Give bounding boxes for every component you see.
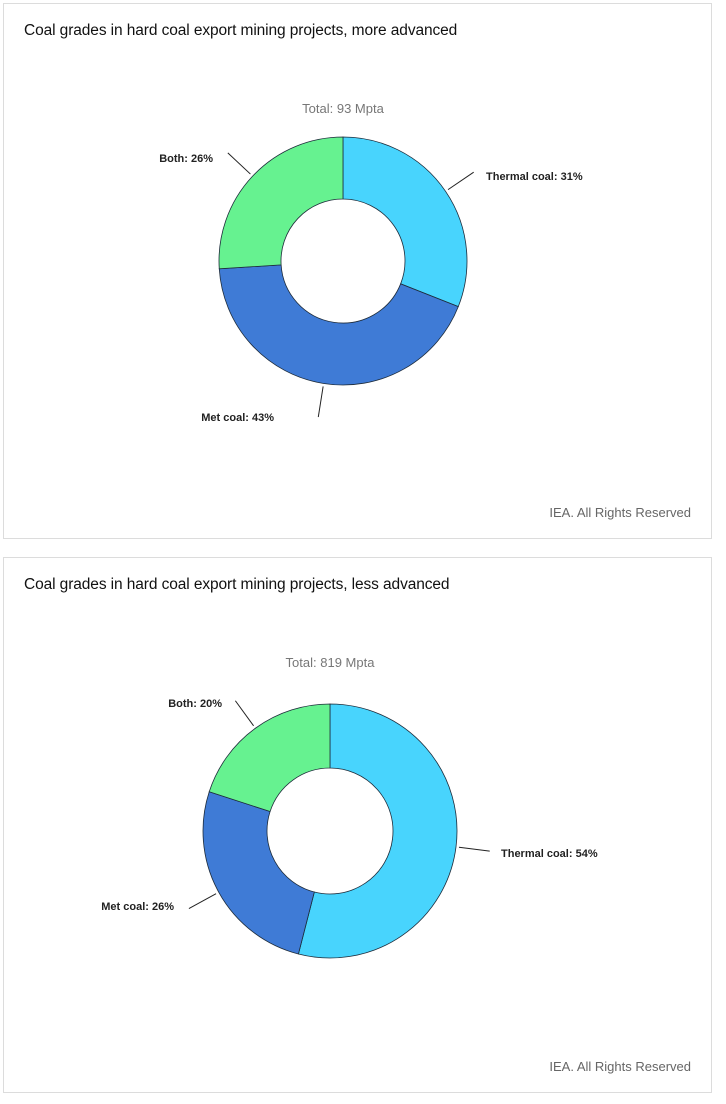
- chart-title: Coal grades in hard coal export mining p…: [24, 22, 458, 39]
- chart-subtitle: Total: 93 Mpta: [302, 101, 384, 116]
- credit-text: IEA. All Rights Reserved: [549, 505, 691, 520]
- slice-label-thermal-coal: Thermal coal: 31%: [486, 171, 583, 183]
- donut-slice-both: [208, 703, 331, 813]
- donut-slice-thermal-coal: [342, 136, 468, 308]
- chart-subtitle: Total: 819 Mpta: [286, 655, 376, 670]
- leader-line-thermal-coal: [447, 171, 474, 191]
- donut-chart-more-advanced: Total: 93 Mpta Thermal coal: 31% Met coal:…: [159, 101, 583, 424]
- donut-chart-less-advanced: Total: 819 Mpta Thermal coal: 54% Met coal…: [101, 655, 598, 959]
- leader-line-thermal-coal: [458, 846, 490, 852]
- slice-label-both: Both: 26%: [159, 153, 213, 165]
- slice-label-both: Both: 20%: [168, 698, 222, 710]
- leader-line-both: [227, 152, 251, 175]
- slice-label-met-coal: Met coal: 26%: [101, 901, 174, 913]
- donut-slice-met-coal: [218, 264, 459, 386]
- donut-slice-thermal-coal: [297, 703, 458, 959]
- donut-slice-both: [218, 136, 344, 270]
- leader-line-met-coal: [188, 893, 217, 910]
- chart-card-more-advanced: Coal grades in hard coal export mining p…: [3, 3, 712, 539]
- donut-slice-met-coal: [202, 791, 315, 955]
- chart-title: Coal grades in hard coal export mining p…: [24, 576, 450, 593]
- chart-card-less-advanced: Coal grades in hard coal export mining p…: [3, 557, 712, 1093]
- leader-line-met-coal: [317, 386, 324, 418]
- credit-text: IEA. All Rights Reserved: [549, 1059, 691, 1074]
- leader-line-both: [234, 700, 254, 727]
- slice-label-thermal-coal: Thermal coal: 54%: [501, 848, 598, 860]
- slice-label-met-coal: Met coal: 43%: [201, 412, 274, 424]
